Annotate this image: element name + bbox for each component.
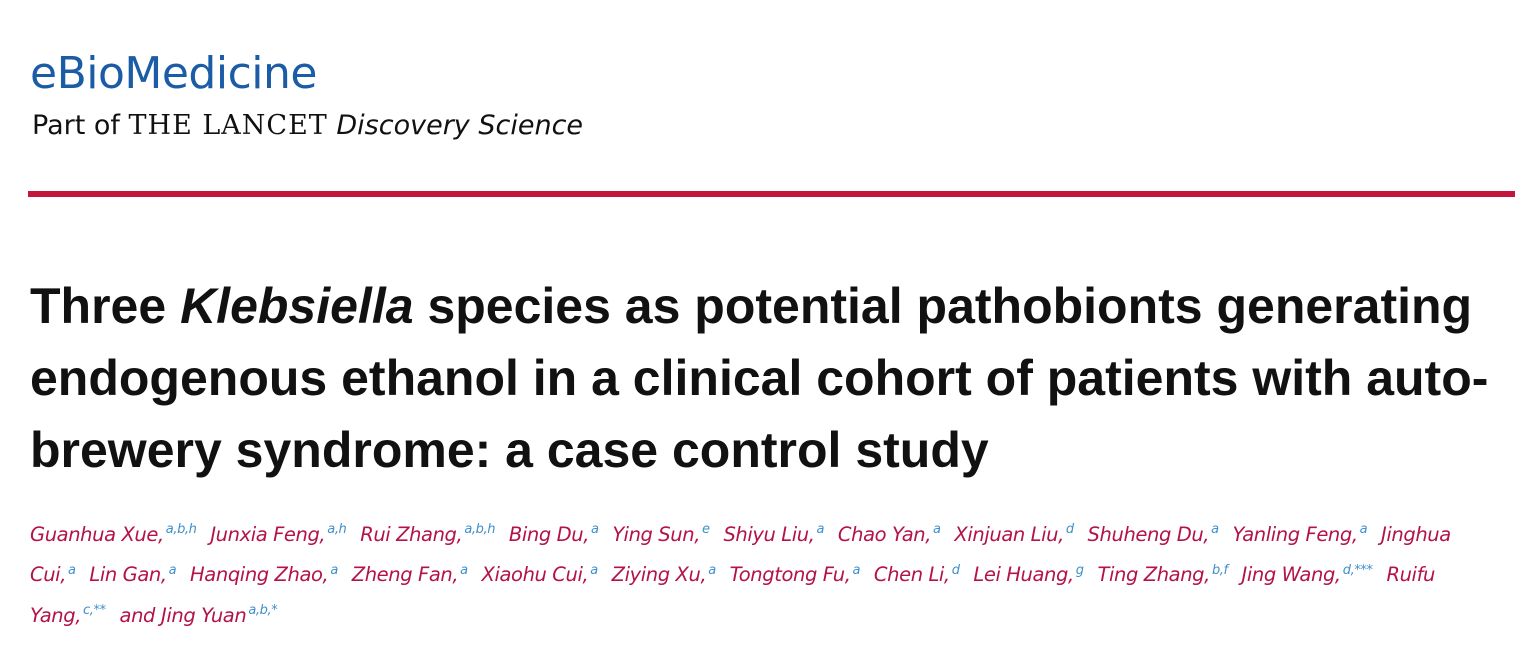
author: Tongtong Fu, a [729, 562, 861, 587]
author-name: Jing Wang, [1241, 563, 1342, 586]
header-rule [28, 191, 1515, 197]
author-name: Rui Zhang, [360, 522, 463, 546]
author: Junxia Feng, a,h [210, 522, 347, 546]
author-name: Shuheng Du, [1087, 522, 1210, 546]
author-name: Xinjuan Liu, [954, 522, 1064, 546]
affiliation: g [1075, 562, 1084, 578]
affiliation: a,b,h [464, 522, 496, 537]
journal-subtitle: Part of THE LANCET Discovery Science [32, 110, 583, 141]
author: Shiyu Liu, a [723, 522, 825, 546]
affiliation: c,** [83, 603, 106, 618]
author: Chao Yan, a [837, 522, 941, 546]
title-italic: Klebsiella [180, 278, 414, 334]
author: Ziying Xu, a [611, 562, 717, 587]
author-name: Hanqing Zhao, [190, 563, 329, 586]
affiliation: a,b,h [165, 522, 197, 537]
author: Lin Gan, a [89, 562, 177, 587]
author-name: Chen Li, [873, 563, 950, 586]
affiliation: a,b,* [248, 603, 278, 618]
author: Ying Sun, e [612, 522, 710, 546]
affiliation: a [1359, 522, 1368, 537]
author-name: Ying Sun, [612, 522, 701, 546]
author-name: Zheng Fan, [351, 563, 459, 586]
part-of: Part of [32, 110, 120, 141]
author: Zheng Fan, a [351, 562, 468, 587]
author: Ting Zhang, b,f [1097, 562, 1228, 587]
journal-name: eBioMedicine [30, 48, 317, 99]
conjunction: and [119, 603, 156, 627]
author-name: Guanhua Xue, [30, 522, 164, 546]
author: Shuheng Du, a [1087, 522, 1220, 546]
author: Lei Huang, g [973, 562, 1084, 587]
author-name: Bing Du, [508, 522, 590, 546]
author-name: Lin Gan, [89, 563, 167, 586]
author: Guanhua Xue, a,b,h [30, 522, 197, 546]
affiliation: a [168, 562, 177, 578]
article-title: Three Klebsiella species as potential pa… [30, 270, 1490, 486]
author: Xiaohu Cui, a [481, 562, 599, 587]
author-name: Shiyu Liu, [723, 522, 815, 546]
author-name: Yanling Feng, [1232, 522, 1359, 546]
affiliation: d [1065, 522, 1074, 537]
affiliation: a [460, 562, 468, 578]
affiliation: a [816, 522, 825, 537]
author: Hanqing Zhao, a [190, 562, 338, 587]
author-name: Ziying Xu, [611, 563, 707, 586]
author: Xinjuan Liu, d [954, 522, 1074, 546]
affiliation: a [852, 562, 861, 578]
author-name: Lei Huang, [973, 563, 1074, 586]
affiliation: b,f [1211, 562, 1228, 578]
affiliation: d [951, 562, 960, 578]
author-list: Guanhua Xue, a,b,h Junxia Feng, a,h Rui Zh… [30, 512, 1480, 634]
affiliation: a [330, 562, 338, 578]
affiliation: a [590, 562, 598, 578]
author: Ruifu Yang, c,** [30, 563, 1435, 627]
author: Bing Du, a [508, 522, 599, 546]
author-name: Tongtong Fu, [729, 563, 851, 586]
title-after: species as potential pathobionts generat… [30, 278, 1489, 478]
author-name: Chao Yan, [837, 522, 932, 546]
author: Jing Wang, d,*** [1241, 562, 1374, 587]
author: Yanling Feng, a [1232, 522, 1368, 546]
author-name: Ting Zhang, [1097, 563, 1210, 586]
author-name: Jinghua Cui, [30, 522, 1451, 587]
affiliation: a [708, 562, 716, 578]
author-name: Xiaohu Cui, [481, 563, 589, 586]
affiliation: a [591, 522, 599, 537]
affiliation: e [702, 522, 710, 537]
author: Chen Li, d [873, 562, 960, 587]
affiliation: a [1211, 522, 1219, 537]
affiliation: a [68, 562, 76, 578]
author: Jinghua Cui, a [30, 523, 1451, 587]
author-name: Ruifu Yang, [30, 563, 1435, 627]
affiliation: a,h [327, 522, 347, 537]
title-before: Three [30, 278, 167, 334]
affiliation: d,*** [1342, 562, 1373, 578]
author-name: Jing Yuan [161, 603, 247, 627]
author: Jing Yuan a,b,* [161, 603, 278, 627]
author-name: Junxia Feng, [210, 522, 326, 546]
discovery: Discovery Science [336, 110, 584, 141]
lancet: THE LANCET [128, 110, 328, 141]
affiliation: a [933, 522, 941, 537]
author: Rui Zhang, a,b,h [360, 522, 496, 546]
